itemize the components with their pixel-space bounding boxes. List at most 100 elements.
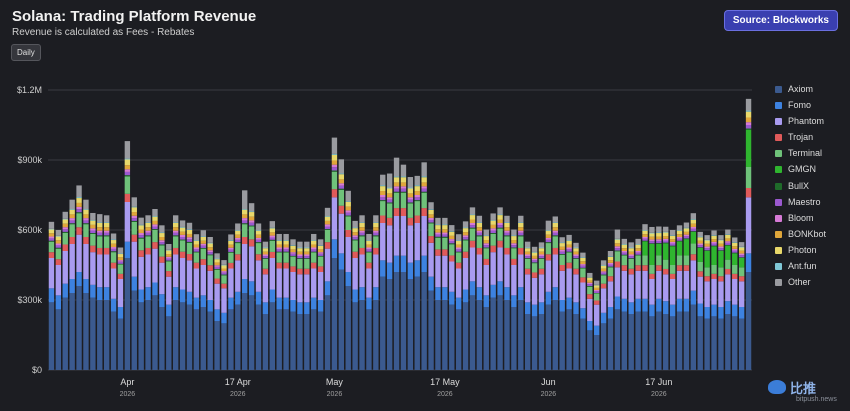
bar-segment: [207, 243, 213, 248]
bar-segment: [97, 222, 103, 223]
bar-segment: [711, 265, 717, 274]
bar-segment: [186, 237, 193, 240]
bar-segment: [124, 258, 131, 370]
bar-segment: [552, 254, 558, 288]
daily-toggle-button[interactable]: Daily: [11, 44, 41, 61]
bar-segment: [600, 268, 607, 272]
bar-segment: [255, 291, 262, 305]
bar-segment: [166, 261, 172, 272]
bar-segment: [166, 249, 172, 251]
bar-segment: [110, 311, 117, 370]
bar-segment: [304, 314, 310, 370]
bar-segment: [504, 236, 510, 248]
bar-segment: [607, 251, 614, 257]
bar-segment: [179, 289, 186, 303]
bar-segment: [669, 243, 676, 246]
bar-segment: [166, 244, 172, 250]
bar-segment: [324, 224, 331, 227]
bar-segment: [697, 247, 703, 248]
bar-segment: [435, 287, 441, 300]
bar-segment: [200, 259, 206, 265]
bar-segment: [600, 274, 607, 276]
bar-segment: [373, 232, 379, 236]
bar-segment: [366, 262, 372, 269]
bar-segment: [704, 246, 710, 249]
bar-segment: [359, 300, 365, 370]
bar-segment: [179, 227, 186, 232]
bar-segment: [497, 207, 503, 215]
bar-segment: [580, 252, 586, 258]
bar-segment: [352, 251, 358, 258]
bar-segment: [179, 226, 186, 228]
bar-segment: [545, 237, 552, 240]
bar-segment: [214, 309, 220, 321]
x-tick-year: 2026: [541, 391, 557, 398]
bar-segment: [159, 233, 165, 237]
bar-segment: [669, 239, 676, 242]
bar-segment: [732, 246, 738, 249]
bar-segment: [676, 255, 683, 266]
bar-segment: [338, 253, 345, 270]
bar-segment: [725, 244, 731, 246]
bar-segment: [497, 295, 503, 370]
bar-segment: [400, 191, 407, 193]
bar-segment: [704, 318, 710, 370]
bar-segment: [442, 300, 448, 370]
bar-segment: [228, 247, 234, 250]
bar-segment: [669, 265, 676, 274]
bar-segment: [90, 212, 96, 220]
bar-segment: [614, 243, 621, 247]
bar-segment: [442, 287, 448, 300]
bar-segment: [242, 218, 248, 221]
bar-segment: [642, 224, 648, 230]
bar-segment: [400, 188, 407, 192]
bar-segment: [345, 230, 351, 237]
bar-segment: [745, 272, 752, 370]
bar-segment: [138, 224, 144, 226]
bar-segment: [414, 260, 420, 277]
bar-segment: [117, 263, 124, 265]
bar-segment: [317, 272, 324, 300]
bar-segment: [642, 230, 648, 235]
bar-segment: [462, 251, 469, 258]
bar-segment: [124, 141, 131, 159]
bar-segment: [738, 258, 745, 268]
bar-segment: [552, 216, 558, 223]
bar-segment: [421, 216, 427, 256]
bar-segment: [414, 200, 420, 202]
bar-segment: [676, 241, 683, 256]
bar-segment: [311, 309, 317, 370]
bar-segment: [76, 272, 82, 286]
bar-segment: [683, 227, 690, 229]
bar-segment: [449, 240, 455, 244]
bar-segment: [311, 251, 317, 253]
bar-segment: [621, 265, 627, 271]
source-badge[interactable]: Source: Blockworks: [723, 10, 838, 31]
bar-segment: [103, 227, 110, 231]
bar-segment: [338, 269, 345, 370]
bar-segment: [407, 193, 414, 198]
bar-segment: [283, 251, 289, 253]
bar-segment: [614, 250, 621, 252]
bar-segment: [738, 246, 745, 248]
bar-segment: [193, 309, 200, 370]
bar-segment: [228, 268, 234, 298]
bar-segment: [345, 206, 351, 211]
bar-segment: [172, 232, 179, 236]
bar-segment: [386, 188, 393, 194]
bar-segment: [152, 248, 158, 283]
bar-segment: [469, 214, 476, 216]
bar-segment: [221, 260, 227, 265]
bar-segment: [235, 304, 241, 370]
bar-segment: [504, 254, 510, 288]
bar-segment: [345, 210, 351, 213]
bar-segment: [635, 244, 641, 245]
bar-segment: [435, 255, 441, 288]
x-tick-label: 17 May: [430, 377, 460, 387]
bar-segment: [311, 268, 317, 298]
bar-segment: [531, 304, 538, 317]
bar-segment: [221, 275, 227, 284]
bar-segment: [283, 249, 289, 252]
bar-segment: [221, 272, 227, 275]
bar-segment: [200, 245, 206, 248]
